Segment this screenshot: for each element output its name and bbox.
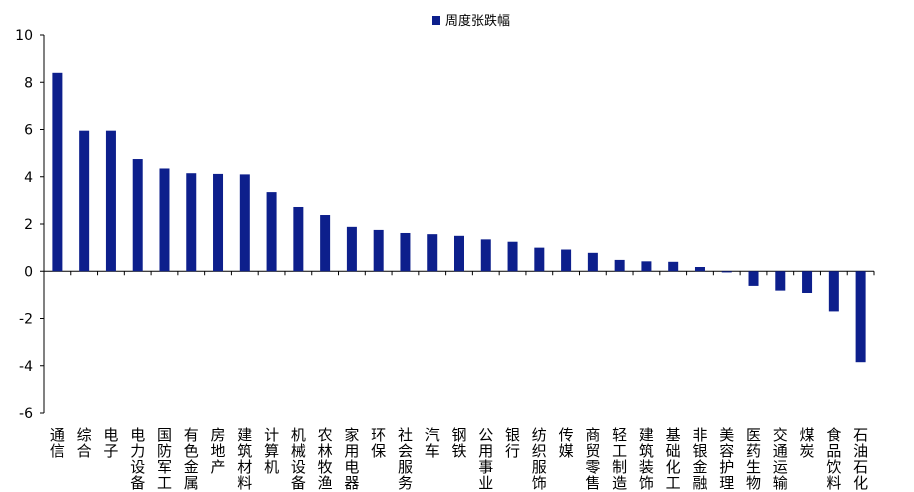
- bar: [454, 235, 464, 272]
- bar: [427, 234, 438, 272]
- bar: [587, 252, 598, 272]
- bar: [320, 215, 331, 272]
- bar: [79, 130, 90, 272]
- bar: [614, 259, 625, 272]
- category-label: 传媒: [559, 426, 574, 460]
- bar: [855, 271, 866, 363]
- category-label: 非银金融: [692, 426, 707, 492]
- bar: [721, 271, 732, 273]
- category-label: 石油石化: [853, 426, 868, 492]
- bar: [534, 247, 545, 272]
- bar: [775, 271, 786, 291]
- bar: [694, 267, 705, 272]
- category-label: 建筑装饰: [639, 426, 654, 492]
- bar: [293, 206, 304, 272]
- bar: [373, 229, 384, 272]
- category-label: 美容护理: [719, 426, 734, 492]
- bar: [159, 168, 170, 272]
- category-label: 电力设备: [130, 426, 145, 492]
- category-label: 食品饮料: [826, 426, 841, 492]
- category-label: 机械设备: [291, 426, 306, 492]
- category-label: 有色金属: [184, 426, 199, 492]
- category-label: 计算机: [264, 426, 279, 476]
- bar: [213, 173, 224, 272]
- bar: [346, 226, 357, 272]
- y-tick-label: 4: [24, 170, 33, 186]
- bar: [802, 271, 813, 293]
- bar: [105, 130, 116, 272]
- category-label: 商贸零售: [585, 426, 600, 492]
- category-label: 电子: [103, 426, 118, 460]
- legend: 周度张跌幅: [432, 13, 510, 29]
- y-tick-label: 0: [24, 264, 33, 280]
- category-label: 环保: [371, 426, 386, 460]
- bar: [400, 232, 411, 272]
- category-label: 农林牧渔: [318, 426, 333, 492]
- category-label: 银行: [505, 426, 520, 460]
- x-axis-labels: 通信综合电子电力设备国防军工有色金属房地产建筑材料计算机机械设备农林牧渔家用电器…: [50, 426, 868, 492]
- category-label: 钢铁: [451, 426, 466, 460]
- category-label: 轻工制造: [612, 426, 627, 492]
- bar: [239, 174, 250, 272]
- bar: [748, 271, 759, 286]
- bar: [132, 159, 143, 272]
- y-tick-label: 2: [24, 217, 33, 233]
- y-tick-label: -4: [19, 359, 33, 375]
- bar: [480, 239, 491, 272]
- category-label: 建筑材料: [237, 426, 252, 492]
- category-label: 社会服务: [398, 426, 413, 492]
- category-label: 纺织服饰: [532, 426, 547, 492]
- bar: [186, 173, 197, 272]
- bar: [507, 241, 518, 272]
- bar: [561, 249, 572, 272]
- category-label: 房地产: [211, 426, 226, 476]
- category-label: 基础化工: [666, 426, 681, 492]
- category-label: 医药生物: [746, 426, 761, 492]
- bar: [266, 192, 277, 272]
- legend-swatch: [432, 16, 440, 25]
- legend-label: 周度张跌幅: [445, 13, 510, 29]
- category-label: 煤炭: [800, 426, 815, 460]
- category-label: 综合: [77, 426, 92, 460]
- bar: [52, 72, 63, 272]
- category-label: 汽车: [425, 426, 440, 460]
- category-label: 家用电器: [344, 426, 359, 492]
- y-tick-label: -6: [19, 406, 33, 422]
- y-axis-ticks: 10 8 6 4 2 0 -2 -4 -6: [15, 28, 44, 422]
- y-tick-label: 8: [24, 75, 33, 91]
- bar: [828, 271, 839, 312]
- bar: [641, 261, 652, 272]
- y-tick-label: 6: [24, 123, 33, 139]
- y-tick-label: 10: [15, 28, 33, 44]
- bar: [668, 261, 679, 272]
- category-label: 公用事业: [478, 426, 493, 492]
- bars: [52, 72, 866, 363]
- category-label: 国防军工: [157, 426, 172, 492]
- category-label: 交通运输: [773, 426, 788, 492]
- y-tick-label: -2: [19, 312, 33, 328]
- category-label: 通信: [50, 426, 65, 460]
